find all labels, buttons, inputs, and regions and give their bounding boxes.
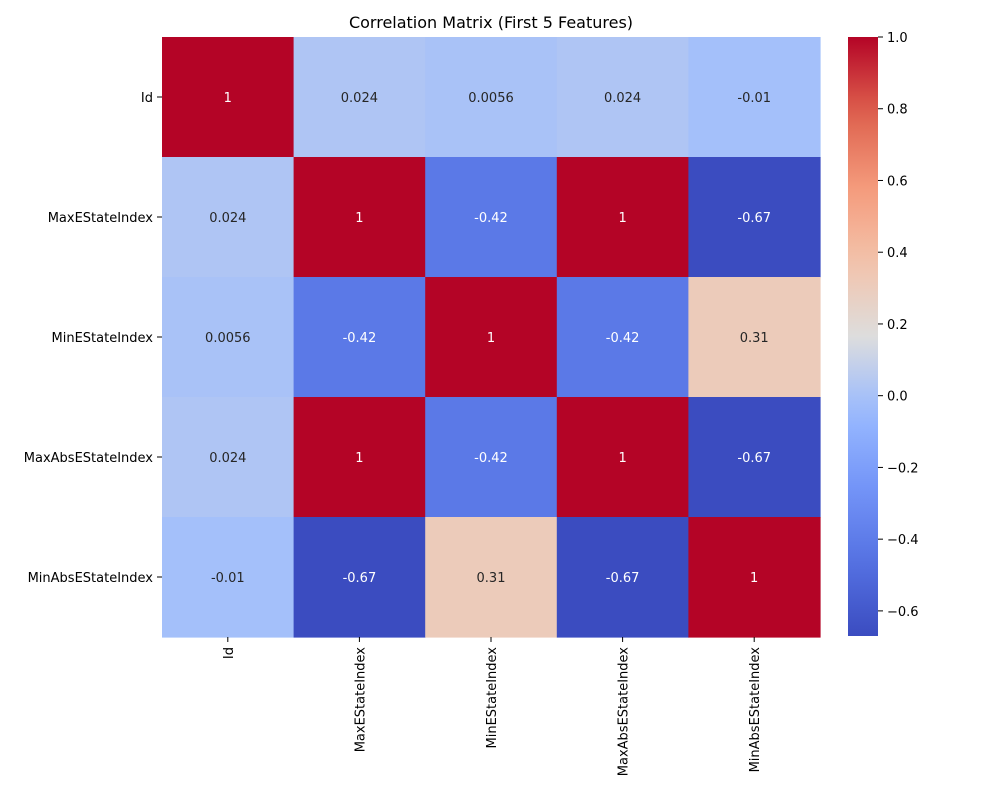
y-tick-label: MinEStateIndex xyxy=(52,331,154,346)
heatmap-cell xyxy=(556,37,689,158)
cell-label: 1 xyxy=(618,451,626,466)
x-tick-label: MinAbsEStateIndex xyxy=(748,647,763,773)
heatmap-cell xyxy=(556,277,689,398)
heatmap-cell xyxy=(688,157,821,278)
heatmap-cell xyxy=(688,397,821,518)
cell-label: -0.01 xyxy=(211,571,245,586)
cell-label: 0.024 xyxy=(209,211,246,226)
colorbar: 1.0 0.8 0.6 0.4 0.2 0.0 −0.2 −0.4 −0.6 xyxy=(848,31,919,636)
heatmap-cell xyxy=(293,277,426,398)
cell-label: 1 xyxy=(750,571,758,586)
chart-title: Correlation Matrix (First 5 Features) xyxy=(349,13,633,32)
x-tick-label: MaxEStateIndex xyxy=(353,647,368,753)
heatmap-cell xyxy=(688,517,821,638)
cell-label: 0.0056 xyxy=(468,91,514,106)
cell-label: 1 xyxy=(487,331,495,346)
y-tick-label: MaxAbsEStateIndex xyxy=(24,451,154,466)
y-tick-label: Id xyxy=(141,91,153,106)
cell-label: -0.67 xyxy=(737,211,771,226)
heatmap-cell xyxy=(162,157,295,278)
cell-label: 1 xyxy=(618,211,626,226)
heatmap-cell xyxy=(293,397,426,518)
cell-label: -0.42 xyxy=(474,211,508,226)
cell-label: 0.024 xyxy=(604,91,641,106)
heatmap-cell xyxy=(162,37,295,158)
heatmap-cell xyxy=(556,397,689,518)
colorbar-tick-label: 0.6 xyxy=(887,174,908,189)
cell-label: 1 xyxy=(355,211,363,226)
y-tick-label: MinAbsEStateIndex xyxy=(28,571,154,586)
heatmap-cell xyxy=(688,277,821,398)
cell-label: -0.67 xyxy=(606,571,640,586)
cell-label: -0.67 xyxy=(343,571,377,586)
cell-label: -0.42 xyxy=(606,331,640,346)
heatmap-cells: 1 0.024 0.0056 0.024 -0.01 0.024 1 -0.42 1 -0.67 0… xyxy=(162,37,821,638)
x-axis: Id MaxEStateIndex MinEStateIndex MaxAbsESta… xyxy=(222,637,763,776)
heatmap-cell xyxy=(293,157,426,278)
cell-label: 0.024 xyxy=(209,451,246,466)
x-tick-label: MaxAbsEStateIndex xyxy=(617,647,632,777)
cell-label: 0.024 xyxy=(341,91,378,106)
heatmap-cell xyxy=(688,37,821,158)
heatmap-cell xyxy=(162,277,295,398)
colorbar-tick-label: −0.6 xyxy=(887,605,919,620)
x-tick-label: MinEStateIndex xyxy=(485,647,500,749)
colorbar-tick-label: 0.0 xyxy=(887,390,908,405)
heatmap-cell xyxy=(293,517,426,638)
heatmap-cell xyxy=(425,37,558,158)
colorbar-tick-label: −0.2 xyxy=(887,461,919,476)
y-tick-label: MaxEStateIndex xyxy=(48,211,154,226)
heatmap-cell xyxy=(162,397,295,518)
cell-label: -0.42 xyxy=(474,451,508,466)
cell-label: 0.31 xyxy=(477,571,506,586)
colorbar-gradient xyxy=(848,37,878,636)
heatmap-cell xyxy=(293,37,426,158)
heatmap-cell xyxy=(162,517,295,638)
cell-label: -0.42 xyxy=(343,331,377,346)
heatmap-cell xyxy=(425,277,558,398)
y-axis: Id MaxEStateIndex MinEStateIndex MaxAbsESta… xyxy=(24,91,162,586)
heatmap-cell xyxy=(425,157,558,278)
colorbar-tick-label: 1.0 xyxy=(887,31,908,46)
cell-label: 1 xyxy=(355,451,363,466)
cell-label: -0.01 xyxy=(737,91,771,106)
x-tick-label: Id xyxy=(222,647,237,659)
colorbar-tick-label: 0.2 xyxy=(887,318,908,333)
colorbar-tick-label: 0.4 xyxy=(887,246,908,261)
heatmap-cell xyxy=(556,157,689,278)
colorbar-tick-label: 0.8 xyxy=(887,103,908,118)
cell-label: 0.31 xyxy=(740,331,769,346)
cell-label: -0.67 xyxy=(737,451,771,466)
cell-label: 0.0056 xyxy=(205,331,251,346)
colorbar-tick-label: −0.4 xyxy=(887,533,919,548)
heatmap-cell xyxy=(425,517,558,638)
cell-label: 1 xyxy=(224,91,232,106)
heatmap-cell xyxy=(556,517,689,638)
heatmap-cell xyxy=(425,397,558,518)
